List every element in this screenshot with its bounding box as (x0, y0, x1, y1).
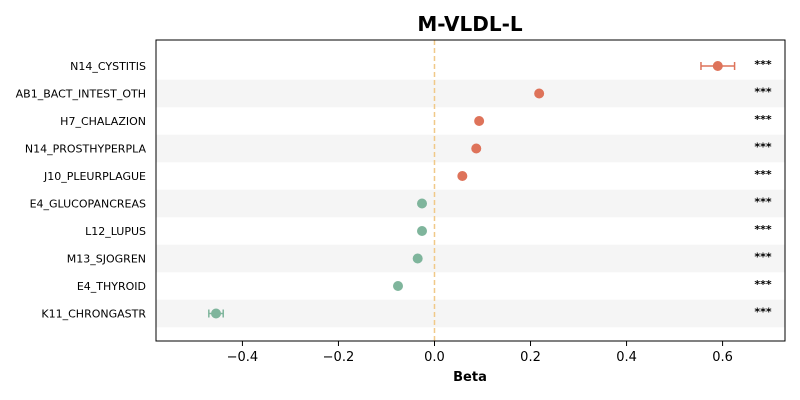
plot-frame (155, 39, 786, 342)
row-band (156, 189, 785, 218)
category-label: H7_CHALAZION (60, 115, 146, 128)
significance-label: *** (754, 86, 772, 99)
category-label: E4_GLUCOPANCREAS (30, 198, 146, 211)
chart-title: M-VLDL-L (417, 12, 523, 36)
x-tick-label: −0.2 (323, 350, 355, 365)
data-point (412, 253, 423, 264)
category-label: AB1_BACT_INTEST_OTH (16, 88, 146, 101)
data-point (392, 281, 403, 291)
row-band (156, 244, 785, 273)
row-band (156, 134, 785, 163)
data-point (417, 226, 428, 236)
category-label: J10_PLEURPLAGUE (43, 170, 146, 183)
category-label: N14_PROSTHYPERPLA (25, 143, 147, 156)
category-label: K11_CHRONGASTR (41, 308, 146, 321)
row-band (156, 79, 785, 108)
category-label: N14_CYSTITIS (70, 60, 146, 73)
significance-label: *** (754, 278, 772, 291)
data-point (474, 116, 485, 126)
x-tick-label: 0.2 (520, 350, 541, 365)
significance-labels: *** *** *** *** *** *** *** *** *** *** (754, 58, 772, 319)
data-point (457, 171, 468, 181)
significance-label: *** (754, 113, 772, 126)
row-band (156, 299, 785, 328)
significance-label: *** (754, 223, 772, 236)
significance-label: *** (754, 251, 772, 264)
row-bands (156, 79, 785, 328)
data-point (712, 61, 723, 71)
x-tick-label: 0.0 (424, 350, 445, 365)
x-tick-label: 0.6 (712, 350, 733, 365)
data-point (471, 143, 482, 154)
data-marks (208, 61, 736, 319)
category-labels: N14_CYSTITIS AB1_BACT_INTEST_OTH H7_CHALAZ… (16, 60, 147, 321)
x-axis: −0.4 −0.2 0.0 0.2 0.4 0.6 (227, 341, 733, 365)
data-point (211, 308, 222, 319)
x-tick-label: 0.4 (616, 350, 637, 365)
data-point (534, 88, 545, 99)
category-label: L12_LUPUS (85, 225, 146, 238)
x-axis-label: Beta (453, 370, 487, 385)
data-point (417, 198, 428, 209)
significance-label: *** (754, 58, 772, 71)
significance-label: *** (754, 306, 772, 319)
category-label: E4_THYROID (77, 280, 146, 293)
significance-label: *** (754, 196, 772, 209)
significance-label: *** (754, 141, 772, 154)
category-label: M13_SJOGREN (67, 253, 146, 266)
x-tick-label: −0.4 (227, 350, 259, 365)
significance-label: *** (754, 168, 772, 181)
